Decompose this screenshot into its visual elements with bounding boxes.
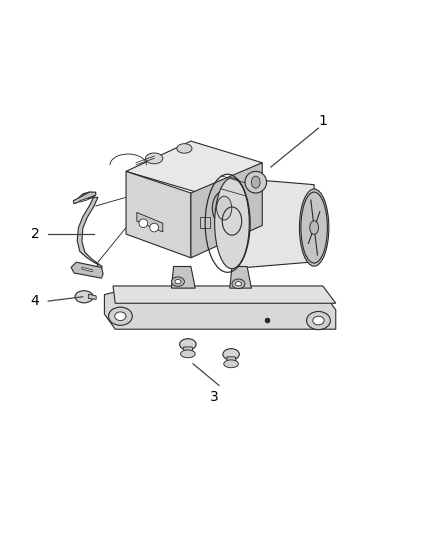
Ellipse shape: [212, 191, 236, 225]
Ellipse shape: [232, 279, 245, 288]
Polygon shape: [191, 163, 262, 258]
Polygon shape: [73, 192, 96, 204]
Ellipse shape: [310, 221, 318, 235]
Ellipse shape: [145, 153, 163, 164]
Ellipse shape: [171, 277, 184, 286]
Polygon shape: [113, 286, 336, 303]
Ellipse shape: [215, 178, 249, 269]
Polygon shape: [126, 141, 262, 193]
Ellipse shape: [313, 316, 324, 325]
Ellipse shape: [109, 307, 132, 325]
Polygon shape: [71, 262, 103, 278]
Polygon shape: [104, 293, 336, 329]
Text: 1: 1: [318, 114, 327, 128]
Polygon shape: [137, 213, 163, 232]
Circle shape: [139, 219, 148, 228]
Ellipse shape: [300, 189, 329, 266]
Ellipse shape: [217, 196, 232, 220]
Ellipse shape: [236, 281, 241, 286]
Polygon shape: [80, 198, 88, 202]
Text: 3: 3: [210, 390, 219, 403]
Polygon shape: [171, 266, 195, 288]
Polygon shape: [184, 347, 193, 354]
Circle shape: [150, 223, 159, 232]
Polygon shape: [200, 217, 210, 228]
Text: 2: 2: [31, 227, 39, 241]
Ellipse shape: [175, 279, 181, 284]
Ellipse shape: [75, 290, 93, 303]
Polygon shape: [82, 268, 92, 272]
Ellipse shape: [224, 360, 238, 368]
Polygon shape: [227, 357, 236, 364]
Ellipse shape: [180, 350, 195, 358]
Polygon shape: [232, 178, 314, 269]
Polygon shape: [77, 197, 102, 269]
Polygon shape: [230, 266, 251, 288]
Text: 4: 4: [31, 294, 39, 308]
Ellipse shape: [223, 349, 239, 360]
Polygon shape: [88, 294, 96, 300]
Ellipse shape: [251, 176, 260, 188]
Polygon shape: [77, 192, 96, 201]
Polygon shape: [126, 172, 191, 258]
Circle shape: [245, 172, 267, 193]
Ellipse shape: [115, 312, 126, 320]
Ellipse shape: [307, 311, 330, 329]
Ellipse shape: [180, 338, 196, 350]
Ellipse shape: [177, 144, 192, 153]
